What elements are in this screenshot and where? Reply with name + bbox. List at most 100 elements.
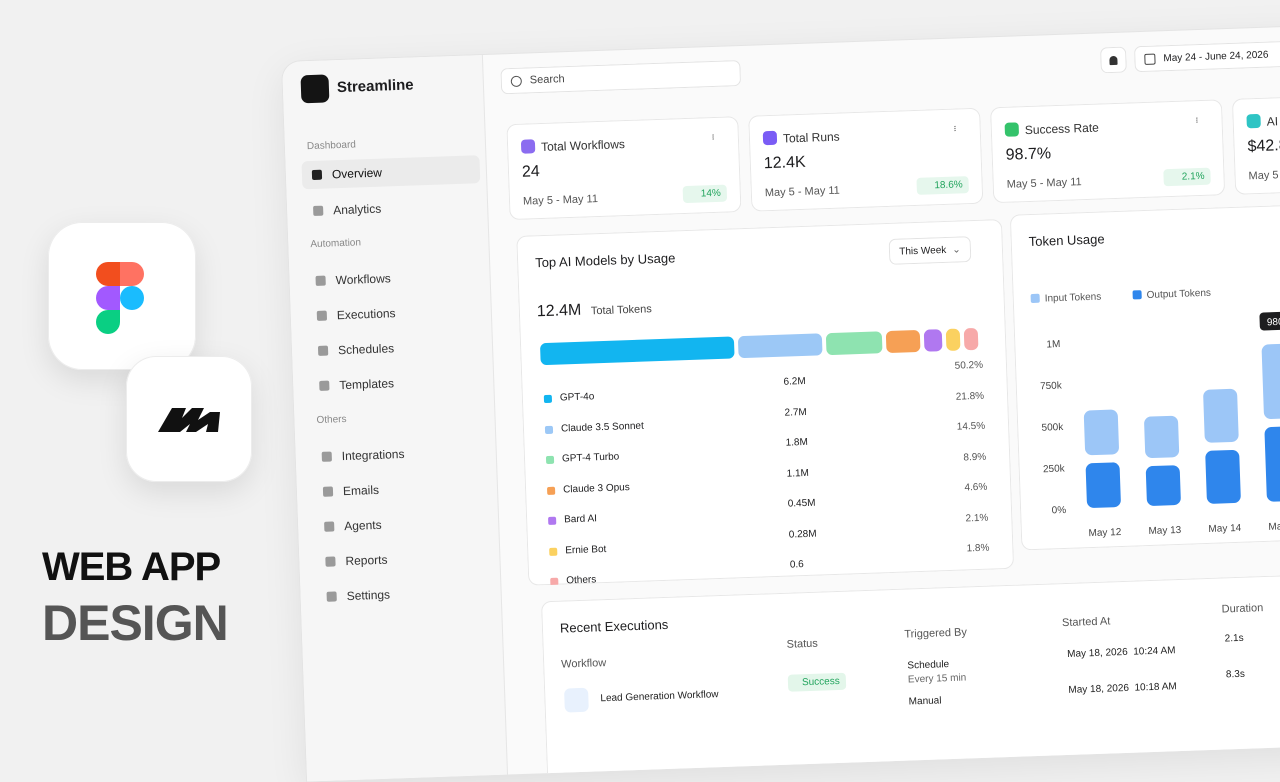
filter-label: This Week — [899, 244, 946, 257]
nav-label: Emails — [343, 483, 379, 498]
headline-1: WEB APP — [42, 545, 220, 590]
nav-item[interactable]: Workflows — [305, 261, 484, 295]
nav-item[interactable]: Integrations — [311, 437, 490, 471]
nav-item[interactable]: Emails — [313, 472, 492, 506]
nav-label: Workflows — [335, 271, 391, 287]
share-segment — [540, 336, 734, 365]
bell-icon — [1109, 55, 1117, 64]
screen: { "headline": {"line1": "WEB APP", "line… — [0, 0, 1280, 720]
bar — [1264, 426, 1280, 502]
column-header: Started At — [1062, 615, 1111, 629]
legend-label: Input Tokens — [1045, 292, 1102, 305]
nav-item[interactable]: Settings — [316, 577, 495, 611]
x-tick-label: May 15 — [1268, 521, 1280, 533]
model-tokens: 1.1M — [786, 467, 809, 479]
stat-title: Success Rate — [1025, 121, 1099, 138]
legend-swatch — [1132, 290, 1141, 299]
started-at: May 18, 2026 10:24 AM — [1067, 645, 1176, 660]
stat-icon — [521, 139, 535, 153]
bar — [1085, 462, 1121, 508]
m-logo — [126, 356, 252, 482]
duration: 8.3s — [1226, 669, 1245, 681]
nav-label: Settings — [346, 588, 390, 604]
model-name: Claude 3.5 Sonnet — [561, 420, 644, 434]
search-box[interactable]: Search — [500, 60, 741, 94]
tooltip-text: 980k — [1267, 317, 1280, 329]
app-tile — [126, 356, 252, 482]
model-share: 50.2% — [954, 360, 983, 372]
logo-part — [120, 262, 144, 286]
model-dot — [550, 578, 558, 586]
nav-label: Schedules — [338, 341, 395, 357]
stat-period: May 5 - May 11 — [523, 193, 598, 208]
models-panel: Top AI Models by Usage This Week⌄ 12.4M … — [516, 219, 1014, 586]
section-title: Automation — [310, 237, 361, 250]
trigger: Manual — [909, 695, 942, 707]
share-segment — [886, 330, 921, 353]
bar — [1205, 450, 1241, 504]
figma-logo — [48, 222, 196, 370]
model-tokens: 0.45M — [788, 498, 816, 510]
trigger-detail: Every 15 min — [908, 672, 967, 685]
model-name: Bard AI — [564, 513, 597, 525]
page: Web App Design html, body { margin: 0; p… — [0, 0, 1280, 720]
model-name: GPT-4 Turbo — [562, 451, 620, 464]
stat-value: $42.8 — [1247, 137, 1280, 156]
model-name: Others — [566, 574, 596, 585]
nav-icon — [327, 591, 337, 601]
nav-label: Reports — [345, 553, 387, 568]
models-total: 12.4M — [537, 302, 582, 322]
nav-label: Executions — [337, 306, 396, 322]
x-tick-label: May 12 — [1088, 527, 1122, 539]
menu-dots[interactable]: ··· — [1190, 116, 1204, 122]
model-tokens: 1.8M — [785, 437, 808, 449]
column-header: Triggered By — [904, 626, 967, 640]
bar — [1146, 465, 1181, 506]
menu-dots[interactable]: ··· — [707, 133, 721, 139]
workflow-name: Lead Generation Workflow — [600, 689, 719, 704]
model-tokens: 2.7M — [784, 406, 807, 418]
nav-item[interactable]: Agents — [314, 507, 493, 541]
notification-button[interactable] — [1100, 47, 1127, 74]
nav-item[interactable]: Analytics — [303, 191, 482, 225]
model-name: Claude 3 Opus — [563, 482, 630, 495]
model-name: Ernie Bot — [565, 543, 606, 555]
executions-title: Recent Executions — [560, 617, 669, 636]
logo-part — [120, 286, 144, 310]
nav-item[interactable]: Overview — [301, 155, 480, 189]
logo-shape — [158, 408, 220, 432]
stat-change: 2.1% — [1163, 168, 1210, 187]
bar — [1261, 343, 1280, 419]
nav-icon — [319, 381, 329, 391]
nav-item[interactable]: Executions — [306, 296, 485, 330]
share-segment — [826, 331, 883, 355]
filter-dropdown[interactable]: This Week⌄ — [889, 236, 972, 265]
workflow-icon — [564, 688, 589, 713]
models-total-label: Total Tokens — [591, 303, 652, 317]
nav-item[interactable]: Templates — [309, 366, 488, 400]
stat-title: AI C — [1266, 114, 1280, 129]
nav-label: Agents — [344, 518, 382, 533]
brand-name: Streamline — [337, 76, 414, 96]
nav-label: Overview — [332, 166, 382, 182]
stat-value: 24 — [522, 163, 540, 182]
date-range: May 24 - June 24, 2026 — [1163, 49, 1268, 64]
nav-icon — [317, 311, 327, 321]
model-name: GPT-4o — [560, 391, 595, 403]
legend-swatch — [1031, 294, 1040, 303]
y-tick-label: 1M — [1046, 339, 1060, 350]
nav-item[interactable]: Reports — [315, 542, 494, 576]
model-share: 14.5% — [957, 421, 986, 433]
models-title: Top AI Models by Usage — [535, 250, 676, 270]
menu-dots[interactable]: ··· — [949, 124, 963, 130]
nav-item[interactable]: Schedules — [308, 331, 487, 365]
bar — [1144, 416, 1179, 459]
nav-icon — [315, 276, 325, 286]
date-picker[interactable]: May 24 - June 24, 2026 — [1134, 40, 1280, 73]
model-share: 21.8% — [956, 390, 985, 402]
